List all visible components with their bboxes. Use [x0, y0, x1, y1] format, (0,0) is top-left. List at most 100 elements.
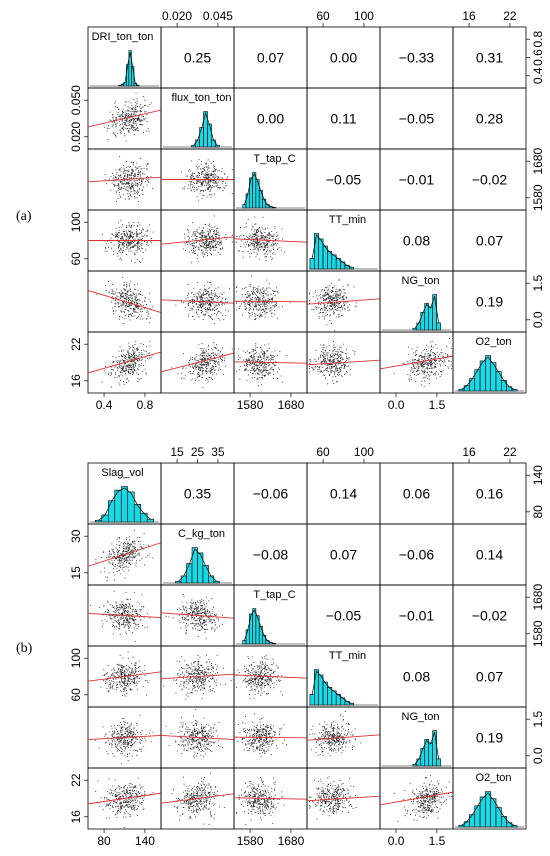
scatter-point	[314, 367, 316, 369]
scatter-point	[202, 297, 204, 299]
scatter-point	[340, 302, 341, 303]
scatter-point	[323, 374, 324, 376]
scatter-point	[115, 234, 117, 236]
scatter-point	[120, 233, 122, 235]
scatter-point	[450, 364, 452, 366]
scatter-point	[207, 363, 209, 365]
scatter-point	[128, 241, 130, 243]
scatter-point	[323, 316, 325, 318]
scatter-point	[201, 355, 203, 357]
scatter-point	[209, 185, 211, 187]
scatter-point	[205, 237, 207, 239]
scatter-point	[122, 277, 124, 278]
scatter-point	[354, 353, 356, 355]
scatter-point	[211, 235, 213, 237]
scatter-point	[256, 309, 258, 311]
scatter-point	[245, 241, 247, 243]
scatter-point	[197, 306, 198, 308]
scatter-point	[149, 345, 151, 347]
scatter-point	[137, 378, 139, 379]
scatter-point	[201, 184, 203, 186]
scatter-point	[123, 168, 125, 170]
scatter-point	[133, 244, 135, 246]
scatter-point	[136, 347, 138, 349]
scatter-point	[125, 292, 127, 294]
scatter-point	[126, 254, 127, 255]
scatter-point	[211, 290, 213, 291]
scatter-point	[140, 311, 142, 313]
scatter-point	[131, 260, 132, 262]
scatter-point	[418, 359, 420, 360]
scatter-point	[131, 191, 132, 192]
scatter-point	[215, 366, 217, 367]
scatter-point	[265, 235, 267, 237]
scatter-point	[211, 368, 212, 370]
scatter-point	[101, 381, 103, 383]
scatter-point	[341, 297, 343, 298]
scatter-point	[331, 303, 333, 305]
scatter-point	[126, 227, 127, 229]
scatter-point	[344, 373, 346, 375]
scatter-point	[219, 244, 221, 246]
scatter-point	[134, 173, 136, 175]
histogram-bar	[207, 123, 212, 148]
scatter-point	[190, 182, 192, 184]
scatter-point	[309, 293, 311, 295]
scatter-point	[208, 177, 210, 178]
scatter-point	[133, 185, 134, 186]
scatter-point	[185, 249, 186, 251]
scatter-point	[204, 285, 205, 287]
scatter-point	[422, 367, 424, 369]
scatter-point	[212, 365, 214, 367]
scatter-point	[338, 355, 340, 357]
scatter-point	[431, 363, 433, 364]
scatter-point	[332, 364, 333, 366]
scatter-point	[328, 293, 330, 295]
scatter-point	[321, 361, 323, 363]
scatter-point	[210, 175, 212, 176]
scatter-point	[324, 354, 326, 355]
scatter-point	[211, 241, 213, 243]
scatter-point	[432, 352, 434, 354]
scatter-point	[265, 369, 267, 371]
scatter-point	[200, 305, 201, 307]
scatter-point	[117, 253, 118, 255]
scatter-point	[125, 170, 127, 171]
scatter-point	[247, 303, 249, 305]
scatter-point	[134, 241, 136, 242]
scatter-point	[131, 361, 133, 362]
scatter-point	[264, 237, 266, 239]
scatter-point	[138, 293, 139, 295]
scatter-point	[253, 363, 255, 365]
scatter-point	[263, 369, 264, 371]
tick-label: 1680	[278, 398, 305, 412]
scatter-point	[188, 365, 190, 367]
scatter-point	[191, 309, 193, 311]
scatter-point	[212, 182, 214, 183]
scatter-point	[336, 294, 338, 296]
scatter-point	[149, 292, 151, 294]
scatter-point	[200, 181, 202, 183]
scatter-point	[428, 378, 430, 380]
scatter-point	[116, 288, 118, 290]
scatter-point	[136, 350, 138, 351]
scatter-point	[212, 302, 213, 304]
scatter-point	[346, 307, 348, 309]
scatter-point	[236, 302, 238, 304]
scatter-point	[112, 123, 114, 125]
scatter-point	[203, 294, 205, 296]
scatter-point	[122, 297, 124, 298]
scatter-point	[202, 314, 204, 316]
scatter-point	[130, 236, 132, 238]
scatter-point	[272, 359, 274, 361]
scatter-point	[246, 364, 247, 366]
scatter-point	[261, 300, 263, 302]
scatter-point	[204, 290, 206, 292]
scatter-point	[313, 309, 315, 310]
scatter-point	[122, 292, 124, 294]
scatter-point	[119, 316, 121, 318]
scatter-point	[190, 189, 192, 191]
tick-label: 0.4	[531, 67, 545, 84]
scatter-point	[198, 181, 200, 183]
scatter-point	[425, 359, 426, 361]
